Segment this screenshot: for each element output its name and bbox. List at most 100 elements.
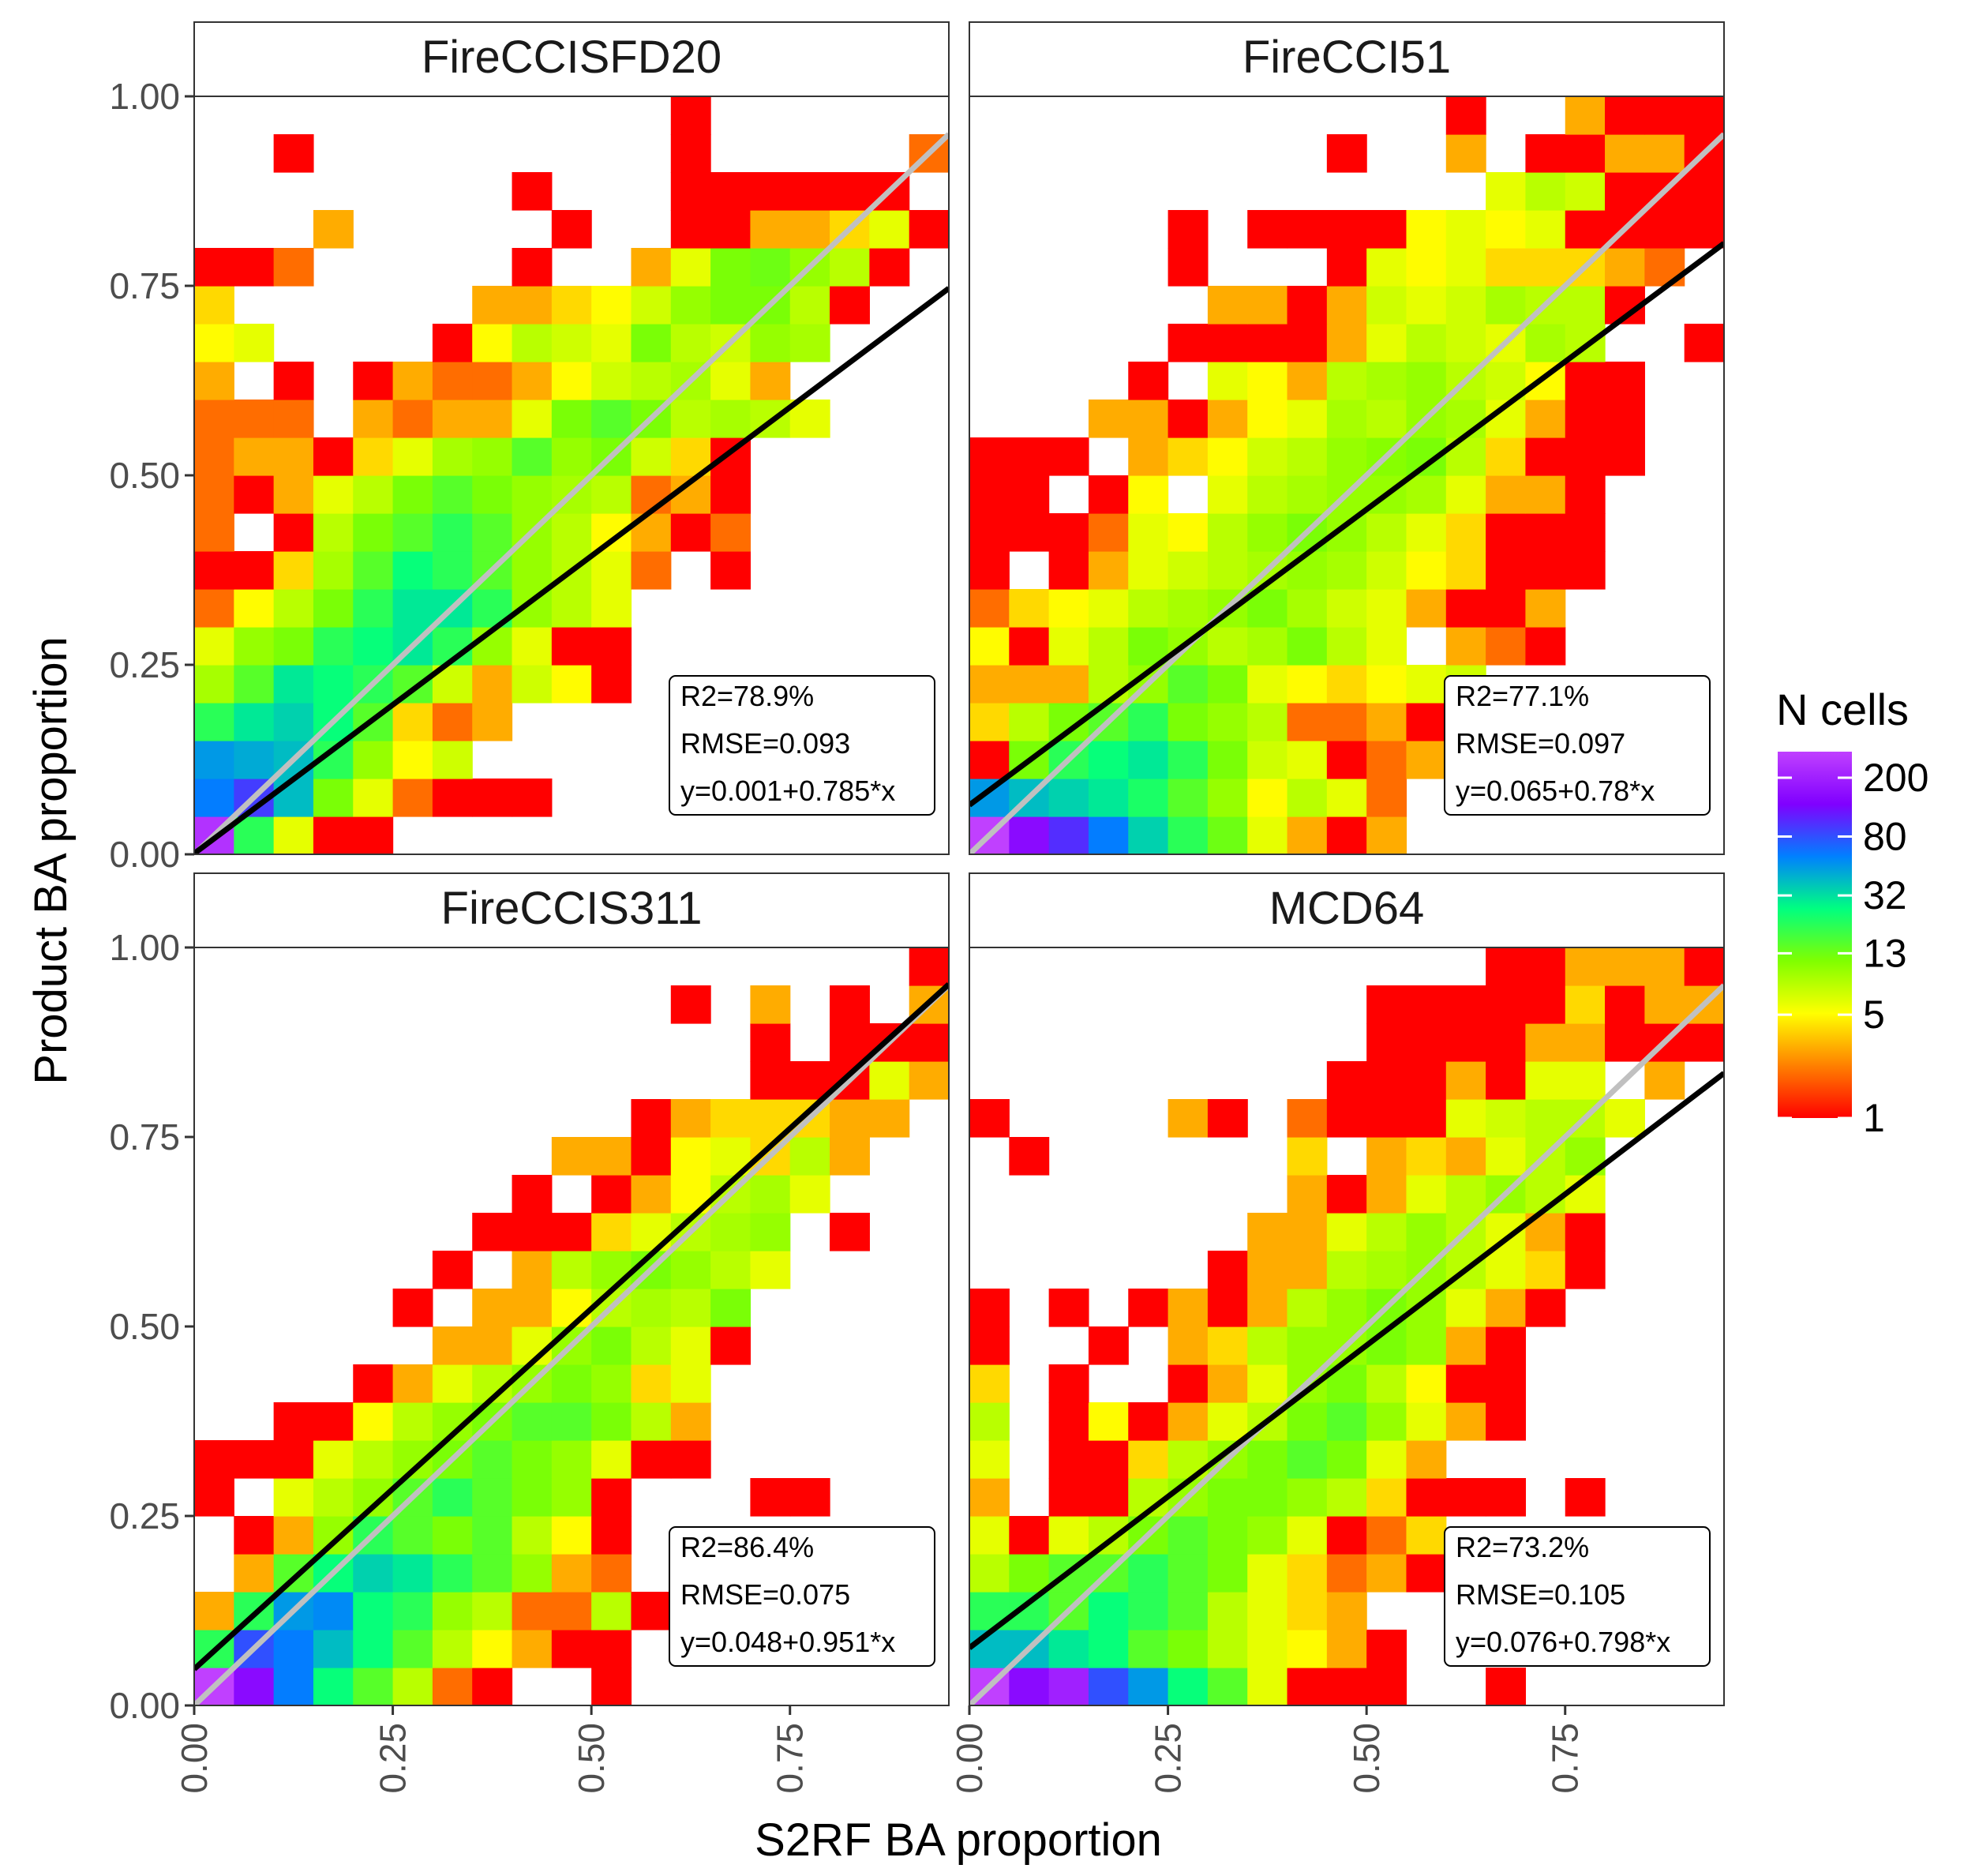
heatmap-cell [1326,665,1367,704]
heatmap-cell [1088,627,1129,666]
panel-border [969,947,1725,1706]
heatmap-cell [1445,1402,1486,1441]
heatmap-cell [1088,551,1129,590]
heatmap-cell [1287,437,1328,476]
heatmap-cell [969,589,1010,628]
heatmap-cell [750,362,791,400]
heatmap-cell [591,1364,632,1403]
heatmap-cell [392,1668,433,1705]
heatmap-cell [1207,324,1248,362]
heatmap-cell [194,475,234,514]
heatmap-cell [1366,400,1407,438]
panel-strip [193,21,950,97]
heatmap-cell [353,1668,394,1705]
heatmap-cell [194,589,234,628]
heatmap-cell [432,1516,473,1555]
heatmap-cell [1565,985,1606,1024]
heatmap-cell [1088,1326,1129,1365]
heatmap-cell [1168,741,1209,779]
heatmap-cell [591,1402,632,1441]
heatmap-cell [234,816,275,854]
heatmap-cell [512,1251,553,1289]
heatmap-cell [392,741,433,779]
heatmap-cell [830,286,870,325]
heatmap-cell [313,1478,354,1517]
heatmap-cell [472,324,513,362]
heatmap-cell [1128,1440,1169,1479]
heatmap-cell [1525,589,1566,628]
heatmap-cell [1287,1213,1328,1251]
heatmap-cell [1445,1478,1486,1517]
heatmap-cell [1366,1554,1407,1593]
heatmap-cell [273,627,314,666]
heatmap-cell [1168,1554,1209,1593]
equation-text: y=0.076+0.798*x [1456,1626,1670,1658]
heatmap-cell [1207,400,1248,438]
stats-box: R2=78.9% RMSE=0.093 y=0.001+0.785*x [669,675,935,816]
heatmap-cell [1088,589,1129,628]
heatmap-cell [969,1516,1010,1555]
heatmap-cell [969,1289,1010,1327]
heatmap-cell [512,437,553,476]
heatmap-cell [969,475,1010,514]
heatmap-cell [551,437,592,476]
x-tick-label: 0.25 [1148,1723,1189,1794]
heatmap-cell [1445,475,1486,514]
heatmap-cell [631,248,672,287]
heatmap-cell [551,1213,592,1251]
y-tick-label: 0.00 [109,834,180,875]
heatmap-cell [1486,627,1527,666]
heatmap-cell [353,551,394,590]
stats-box: R2=77.1% RMSE=0.097 y=0.065+0.78*x [1444,675,1711,816]
heatmap-cell [789,172,830,211]
heatmap-cell [710,1213,751,1251]
heatmap-cell [392,703,433,741]
heatmap-cell [1207,779,1248,817]
heatmap-cell [1565,1213,1606,1251]
heatmap-cell [1406,1402,1447,1441]
heatmap-cell [194,286,234,325]
heatmap-cell [472,286,513,325]
heatmap-cell [1009,1137,1050,1176]
heatmap-cell [1366,703,1407,741]
heatmap-cell [1525,985,1566,1024]
r2-text: R2=77.1% [1456,680,1589,712]
heatmap-cell [1048,816,1089,854]
heatmap-cell [392,437,433,476]
panel-strip [193,872,950,948]
heatmap-cell [1445,589,1486,628]
heatmap-cell [670,400,711,438]
heatmap-cell [1525,475,1566,514]
heatmap-cell [1247,513,1288,552]
heatmap-cell [1486,1137,1527,1176]
heatmap-cell [353,513,394,552]
heatmap-cell [1366,1251,1407,1289]
heatmap-cell [234,665,275,704]
heatmap-cell [1565,437,1606,476]
heatmap-cell [1326,362,1367,400]
heatmap-cell [710,1326,751,1365]
stats-box-frame [1444,675,1711,816]
panel-title: MCD64 [1269,883,1425,934]
heatmap-cell [1128,1289,1169,1327]
y-tick-label: 1.00 [109,927,180,968]
heatmap-cell [830,1137,870,1176]
heatmap-cell [551,1478,592,1517]
heatmap-cell [670,1402,711,1441]
equation-text: y=0.065+0.78*x [1456,775,1655,807]
heatmap-cell [273,551,314,590]
heatmap-cell [1366,551,1407,590]
heatmap-cell [1088,1668,1129,1705]
heatmap-cell [1366,1175,1407,1214]
identity-line [194,132,949,854]
heatmap-cell [1486,286,1527,325]
heatmap-cell [1287,286,1328,325]
heatmap-cell [234,1440,275,1479]
heatmap-cell [631,475,672,514]
heatmap-cell [512,1326,553,1365]
heatmap-cell [710,551,751,590]
heatmap-cell [1565,96,1606,135]
heatmap-cell [353,1364,394,1403]
heatmap-cell [789,1061,830,1100]
heatmap-cell [1287,551,1328,590]
